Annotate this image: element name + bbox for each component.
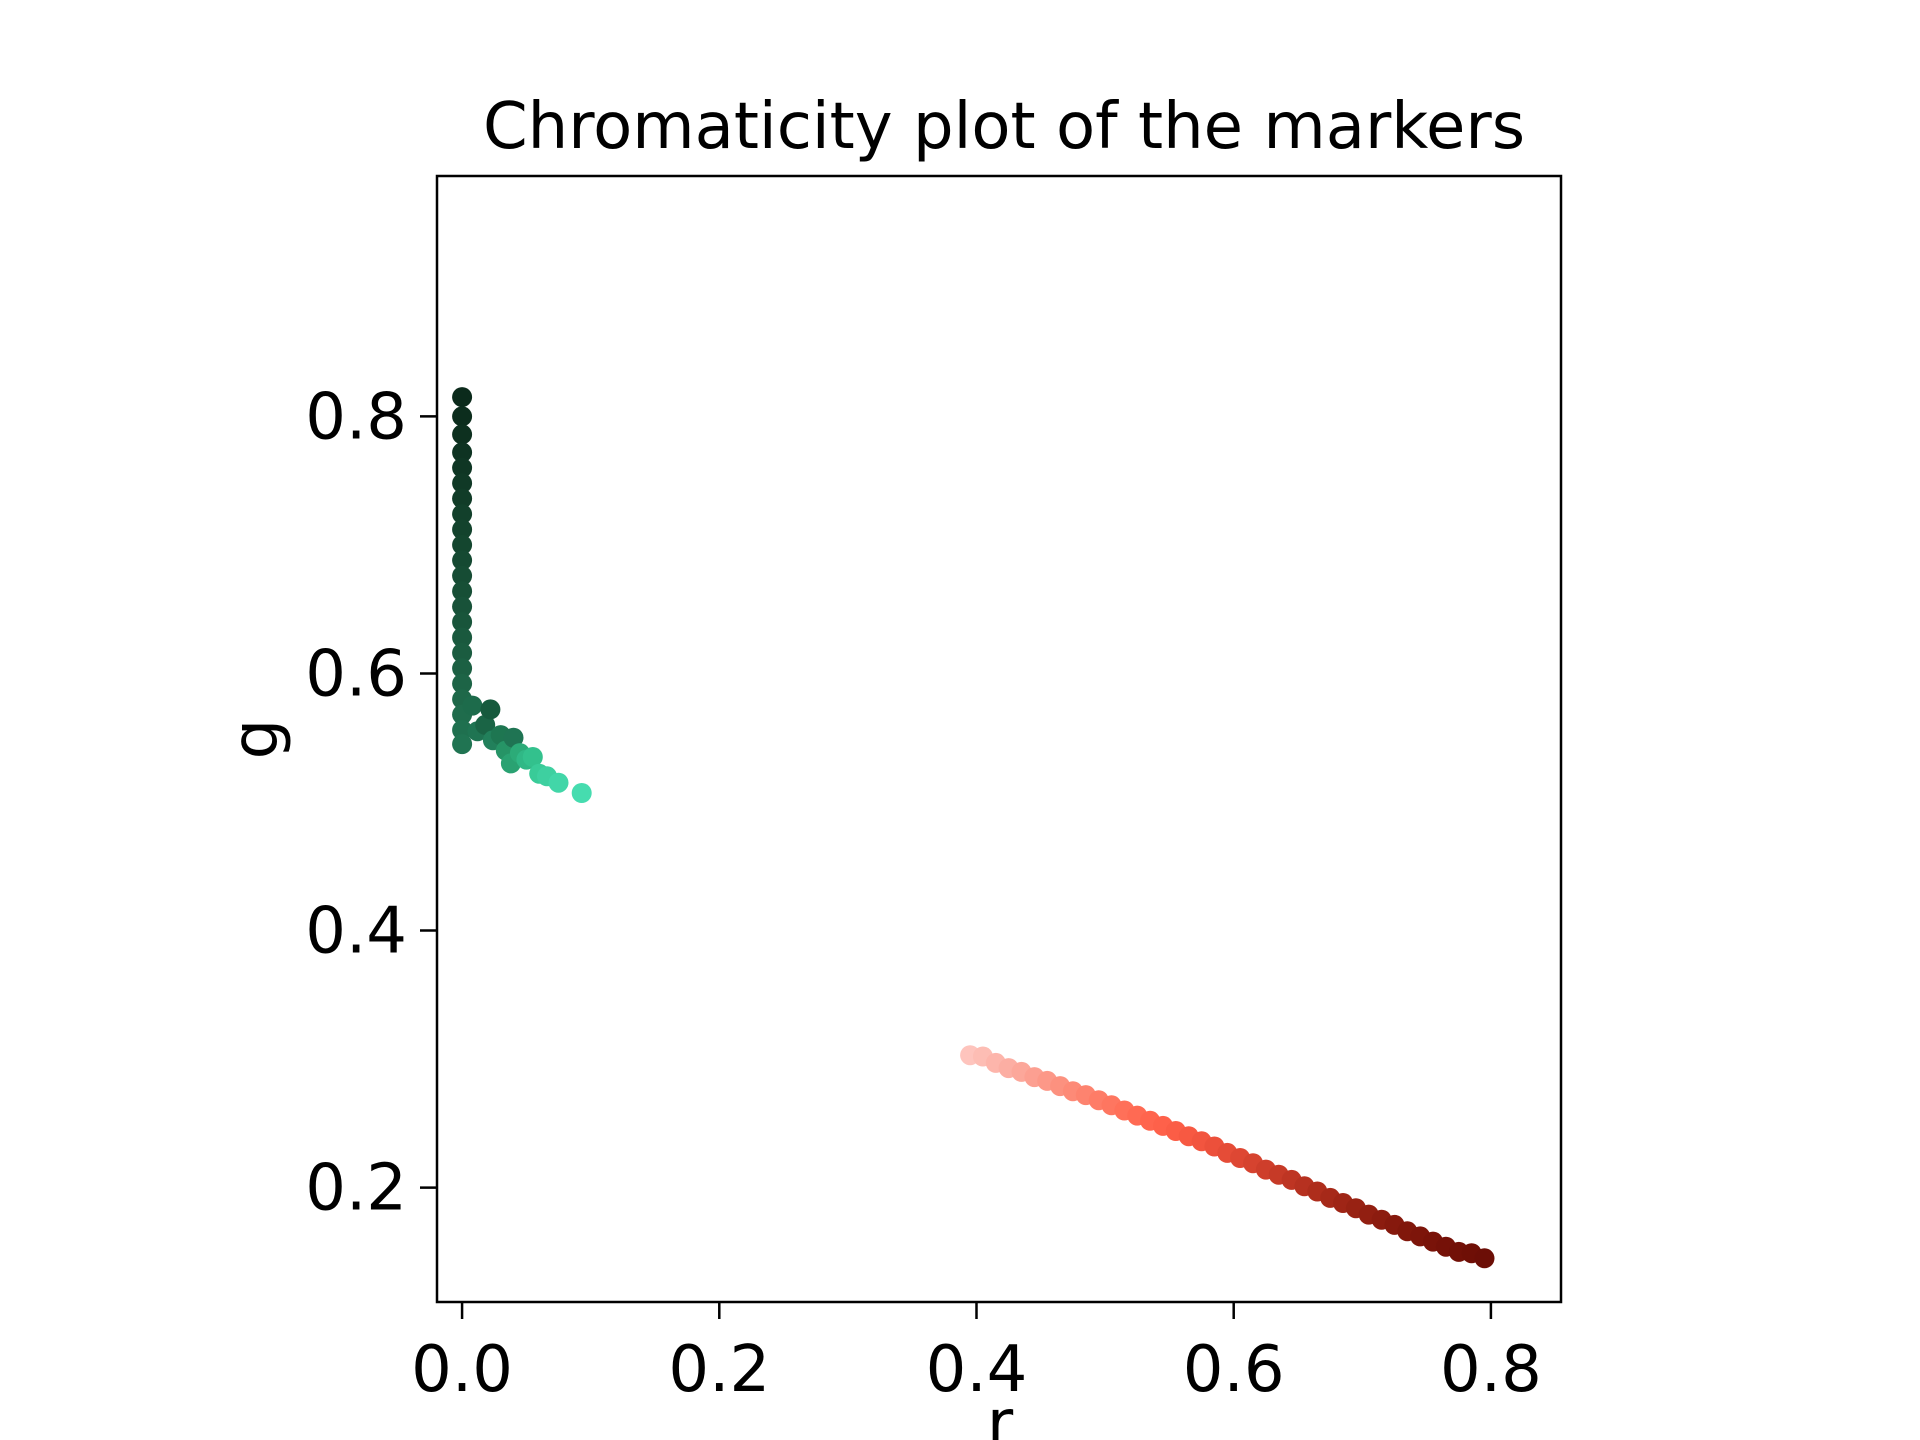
scatter-point	[452, 673, 473, 694]
scatter-point	[452, 658, 473, 679]
scatter-point	[452, 612, 473, 632]
y-tick-label: 0.2	[305, 1152, 407, 1226]
scatter-point	[571, 783, 592, 803]
scatter-point	[452, 519, 473, 540]
scatter-point	[452, 627, 473, 648]
scatter-point	[452, 565, 473, 586]
y-axis-label: g	[219, 719, 293, 760]
plot-frame	[435, 174, 1563, 1304]
scatter-point	[503, 727, 524, 748]
y-tick-label: 0.8	[305, 380, 407, 454]
scatter-point	[452, 550, 473, 571]
x-axis-ticks: 0.0 0.2 0.4 0.6 0.8	[411, 1302, 1542, 1407]
scatter-point	[1474, 1248, 1495, 1269]
x-tick-label: 0.2	[668, 1333, 770, 1407]
scatter-point	[452, 406, 473, 427]
scatter-point	[452, 504, 473, 525]
scatter-point	[452, 424, 473, 445]
scatter-point	[452, 442, 473, 463]
y-tick-label: 0.4	[305, 895, 407, 969]
x-tick-label: 0.4	[926, 1333, 1028, 1407]
scatter-point	[452, 734, 473, 755]
scatter-point	[452, 581, 473, 602]
scatter-point	[522, 747, 543, 767]
scatter-point	[452, 473, 473, 494]
scatter-point	[480, 699, 501, 720]
scatter-point	[452, 596, 473, 617]
x-tick-label: 0.8	[1440, 1333, 1542, 1407]
scatter-point	[452, 488, 473, 509]
scatter-point	[462, 695, 483, 716]
chart-title: Chromaticity plot of the markers	[483, 90, 1525, 164]
scatter-markers	[452, 387, 1495, 1269]
x-axis-label: r	[987, 1387, 1014, 1440]
scatter-point	[452, 534, 473, 555]
x-tick-label: 0.6	[1183, 1333, 1285, 1407]
scatter-point	[452, 642, 473, 663]
y-tick-label: 0.6	[305, 637, 407, 711]
scatter-point	[548, 772, 569, 793]
scatter-point	[452, 387, 473, 408]
scatter-point	[452, 720, 473, 740]
scatter-point	[452, 457, 473, 478]
y-axis-ticks: 0.2 0.4 0.6 0.8	[305, 380, 437, 1226]
scatter-point	[475, 714, 496, 735]
x-tick-label: 0.0	[411, 1333, 513, 1407]
